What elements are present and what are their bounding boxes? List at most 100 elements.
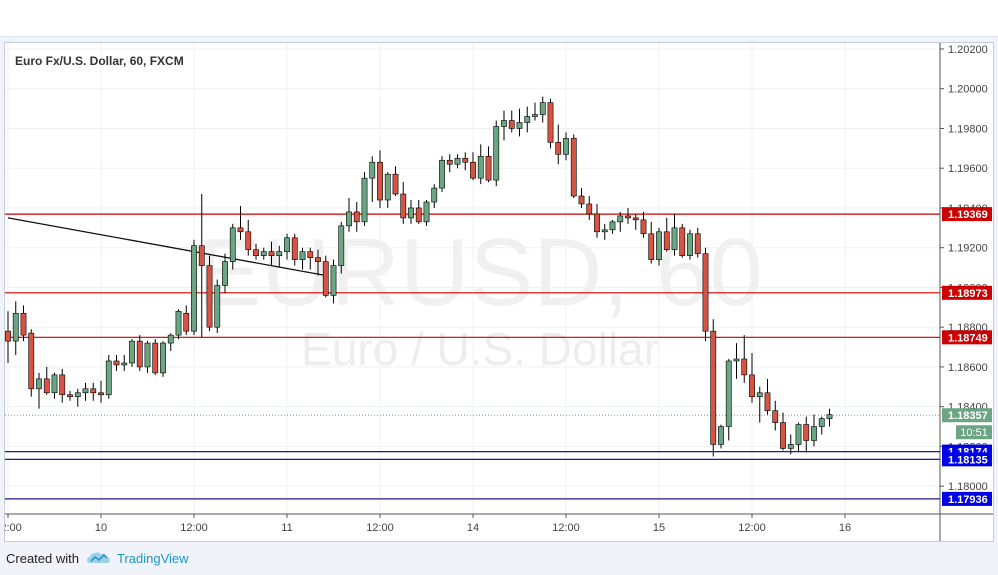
candle-body [330,265,337,296]
last-price-label: 1.18357 [948,410,988,422]
last-price-label-bg [942,408,992,423]
candle-body [59,374,66,396]
candle-body [253,249,259,256]
candle-body [268,251,275,256]
candle-body [501,120,507,127]
x-tick-label: 12:00 [738,522,766,534]
level-price-label-bg [942,285,992,300]
candle-body [609,221,616,231]
candle-body [260,251,267,256]
candle-body [214,285,221,328]
candle-body [524,116,531,123]
candle-body [702,253,709,332]
y-tick-label: 1.19600 [948,163,988,175]
candle-body [439,159,445,189]
candle-body [206,265,213,328]
candle-body [222,261,228,286]
tradingview-cloud-icon[interactable] [86,551,111,565]
candle-body [617,215,624,223]
candle-body [392,173,399,195]
candle-body [446,159,453,165]
candle-body [578,195,585,205]
candle-body [136,340,143,368]
candle-body [477,155,484,179]
candle-body [493,126,500,181]
candle-body [780,422,786,449]
candle-body [423,201,430,223]
candle-body [129,340,135,364]
candle-body [299,251,306,260]
candle-body [671,227,678,250]
candle-body [43,378,50,394]
candle-body [648,233,655,260]
level-price-label: 1.18135 [948,454,988,466]
candle-body [20,312,27,336]
candle-body [160,342,166,374]
candle-body [121,362,128,366]
candle-body [756,392,763,398]
candle-body [656,231,662,260]
candle-body [772,410,779,423]
x-tick-label: 11 [281,522,292,534]
candle-body [570,138,577,197]
candle-body [485,155,492,181]
candle-body [586,203,593,215]
candle-body [12,312,19,342]
candle-body [113,360,120,366]
candle-body [353,211,360,223]
level-price-label-bg [942,207,992,222]
top-toolbar [0,0,998,37]
y-tick-label: 1.19200 [948,243,988,255]
trendline [7,217,326,277]
candle-body [733,358,740,362]
candle-body [307,251,314,258]
level-price-label: 1.19369 [948,209,988,221]
x-tick-label: 15 [653,522,665,534]
candle-body [28,332,35,390]
candle-body [462,157,469,163]
y-tick-label: 1.18000 [948,481,988,493]
x-tick-label: 10 [95,522,107,534]
candle-body [338,225,345,266]
candle-body [51,374,58,394]
candle-body [400,193,407,219]
candle-body [787,444,794,449]
watermark-symbol: EURUSD, 60 [197,219,763,326]
y-tick-label: 1.18600 [948,362,988,374]
candle-body [508,120,515,129]
countdown-label: 10:51 [960,427,988,439]
countdown-bg [956,425,992,440]
candle-body [725,360,732,427]
candle-body [826,414,833,419]
candle-body [516,122,523,129]
level-price-label-bg [942,452,992,467]
level-price-label: 1.17936 [948,494,988,506]
x-tick-label: 14 [467,522,479,534]
candle-body [601,229,608,233]
candle-body [818,418,825,427]
candle-body [346,211,352,227]
candle-body [315,257,321,262]
candle-body [431,187,438,203]
x-tick-label: 12:00 [552,522,580,534]
candle-body [632,217,639,221]
watermark-name: Euro / U.S. Dollar [301,323,659,375]
candle-body [245,231,252,250]
x-tick-label: 12:00 [5,522,22,534]
level-price-label-bg [942,330,992,345]
tradingview-brand-link[interactable]: TradingView [116,550,189,566]
candle-body [90,388,97,394]
candle-body [229,227,236,262]
y-tick-label: 1.20200 [948,44,988,56]
candle-body [36,378,42,390]
candle-body [470,161,476,179]
candle-body [377,161,383,201]
chart-panel[interactable]: EURUSD, 60 Euro / U.S. Dollar 1.20200 1.200… [4,42,994,542]
candle-body [191,245,197,332]
candle-body [82,388,89,394]
candle-body [98,392,104,396]
candle-body [237,227,244,233]
candle-body [276,251,283,256]
candle-body [625,215,631,219]
